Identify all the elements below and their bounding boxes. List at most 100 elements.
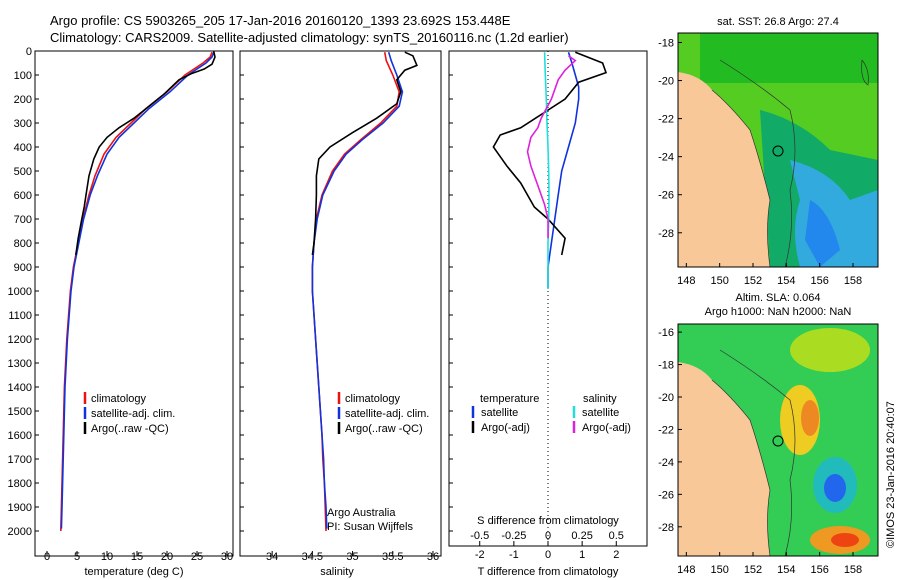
sla-map-title: Altim. SLA: 0.064 bbox=[736, 292, 821, 304]
sst-map-frame bbox=[677, 32, 879, 268]
y-tick-label: 1000 bbox=[8, 286, 32, 298]
legend-argo-label: Argo(..raw -QC) bbox=[345, 423, 423, 435]
sla-map-panel: Altim. SLA: 0.064 Argo h1000: NaN h2000:… bbox=[658, 292, 879, 576]
salinity-legend: climatology satellite-adj. clim. Argo(..… bbox=[337, 392, 429, 435]
temperature-series bbox=[60, 51, 216, 532]
map-y-tick-label: -20 bbox=[658, 392, 674, 404]
y-tick-label: 200 bbox=[14, 94, 32, 106]
map-x-tick-label: 148 bbox=[677, 564, 695, 576]
y-tick-label: 0 bbox=[26, 46, 32, 58]
y-tick-label: 1700 bbox=[8, 454, 32, 466]
y-tick-label: 400 bbox=[14, 142, 32, 154]
sla-float-marker bbox=[772, 435, 784, 447]
legend-climatology-label: climatology bbox=[345, 393, 401, 405]
series-line-s-satellite bbox=[543, 52, 550, 289]
x-tick-label: 15 bbox=[131, 551, 143, 563]
sst-warm-north bbox=[700, 33, 878, 83]
legend-argo-label: Argo(..raw -QC) bbox=[91, 423, 169, 435]
y-tick-label: 1300 bbox=[8, 358, 32, 370]
series-line-satellite bbox=[60, 51, 215, 529]
legend-satellite-label: satellite-adj. clim. bbox=[345, 408, 429, 420]
y-tick-label: 1500 bbox=[8, 406, 32, 418]
temperature-ticks: 0 5 10 15 20 25 300100200300400500600700800900… bbox=[8, 46, 234, 563]
annotation-argo-australia: Argo Australia bbox=[327, 507, 396, 519]
sla-map-ticks: 148 150 152 154 156 158 -16 -18 -20 -22 -24 -26 -28 bbox=[658, 327, 862, 576]
y-tick-label: 1600 bbox=[8, 430, 32, 442]
map-x-tick-label: 152 bbox=[744, 564, 762, 576]
x2-tick-label: -0.5 bbox=[470, 530, 489, 542]
y-tick-label: 1900 bbox=[8, 502, 32, 514]
x-tick-label: 30 bbox=[221, 551, 233, 563]
credit-text: ©IMOS 23-Jan-2016 20:40:07 bbox=[885, 401, 897, 548]
x-tick-label: 1 bbox=[579, 549, 585, 561]
x-tick-label: 25 bbox=[191, 551, 203, 563]
map-x-tick-label: 158 bbox=[844, 275, 862, 287]
sla-high-north bbox=[790, 328, 870, 372]
series-line-s-argo bbox=[526, 55, 577, 239]
difference-panel: -2 -1 0 1 2 -0.5 -0.25 0 0.25 0.5 S difference fr… bbox=[448, 50, 648, 578]
x-tick-label: 10 bbox=[101, 551, 113, 563]
sst-map-title: sat. SST: 26.8 Argo: 27.4 bbox=[717, 16, 839, 28]
sst-map-field bbox=[678, 33, 878, 267]
map-x-tick-label: 158 bbox=[844, 564, 862, 576]
series-line-t-satellite bbox=[547, 51, 580, 289]
temperature-plot-frame bbox=[34, 50, 234, 557]
map-y-tick-label: -22 bbox=[658, 424, 674, 436]
map-y-tick-label: -18 bbox=[658, 360, 674, 372]
sst-map-ticks: 148 150 152 154 156 158 -18 -20 -22 -24 -26 -28 bbox=[658, 38, 862, 287]
x-tick-label: 34 bbox=[266, 551, 278, 563]
map-y-tick-label: -20 bbox=[658, 76, 674, 88]
map-x-tick-label: 156 bbox=[810, 275, 828, 287]
salinity-panel: 34 34.5 35 35.5 36 salinity climatology sate… bbox=[239, 50, 442, 578]
sla-map-field bbox=[678, 324, 878, 556]
y-tick-label: 800 bbox=[14, 238, 32, 250]
legend-satellite-label: satellite-adj. clim. bbox=[91, 408, 175, 420]
header-line-1: Argo profile: CS 5903265_205 17-Jan-2016… bbox=[50, 13, 511, 28]
map-y-tick-label: -22 bbox=[658, 114, 674, 126]
sla-highest-mid bbox=[801, 400, 819, 436]
y-tick-label: 900 bbox=[14, 262, 32, 274]
sla-map-frame bbox=[677, 323, 879, 557]
salinity-series bbox=[311, 51, 418, 532]
x-tick-label: -2 bbox=[475, 549, 485, 561]
sst-coolest-eddy bbox=[805, 200, 840, 267]
y-tick-label: 2000 bbox=[8, 526, 32, 538]
x-tick-label: 5 bbox=[74, 551, 80, 563]
y-tick-label: 600 bbox=[14, 190, 32, 202]
legend-t-argo-label: Argo(-adj) bbox=[481, 422, 530, 434]
x-tick-label: 35 bbox=[346, 551, 358, 563]
map-y-tick-label: -26 bbox=[658, 489, 674, 501]
legend-salinity-title: salinity bbox=[583, 393, 617, 405]
sst-map-panel: sat. SST: 26.8 Argo: 27.4 148 150 152 154 15… bbox=[658, 16, 879, 287]
sst-bathymetry-contour bbox=[719, 59, 796, 267]
map-x-tick-label: 154 bbox=[777, 275, 795, 287]
y-tick-label: 300 bbox=[14, 118, 32, 130]
map-y-tick-label: -18 bbox=[658, 38, 674, 50]
legend-climatology-label: climatology bbox=[91, 393, 147, 405]
x-tick-label: 2 bbox=[613, 549, 619, 561]
annotation-pi: PI: Susan Wijffels bbox=[327, 521, 413, 533]
difference-x2label: S difference from climatology bbox=[477, 515, 619, 527]
sst-float-marker bbox=[772, 145, 784, 157]
map-x-tick-label: 150 bbox=[710, 564, 728, 576]
x-tick-label: 36 bbox=[427, 551, 439, 563]
x2-tick-label: 0.5 bbox=[609, 530, 624, 542]
y-tick-label: 1800 bbox=[8, 478, 32, 490]
series-line-argo bbox=[311, 51, 418, 256]
temperature-xlabel: temperature (deg C) bbox=[84, 566, 183, 578]
sla-lowest bbox=[824, 474, 846, 502]
map-y-tick-label: -16 bbox=[658, 327, 674, 339]
map-y-tick-label: -24 bbox=[658, 457, 674, 469]
map-x-tick-label: 150 bbox=[710, 275, 728, 287]
x-tick-label: 20 bbox=[161, 551, 173, 563]
y-tick-label: 700 bbox=[14, 214, 32, 226]
difference-ticks: -2 -1 0 1 2 -0.5 -0.25 0 0.25 0.5 bbox=[449, 50, 624, 561]
temperature-legend: climatology satellite-adj. clim. Argo(..… bbox=[83, 392, 175, 435]
y-tick-label: 1200 bbox=[8, 334, 32, 346]
series-line-argo bbox=[75, 51, 216, 256]
legend-s-satellite-label: satellite bbox=[582, 407, 619, 419]
sst-coastline bbox=[711, 89, 771, 267]
sla-highest-south bbox=[831, 533, 859, 547]
map-y-tick-label: -28 bbox=[658, 228, 674, 240]
